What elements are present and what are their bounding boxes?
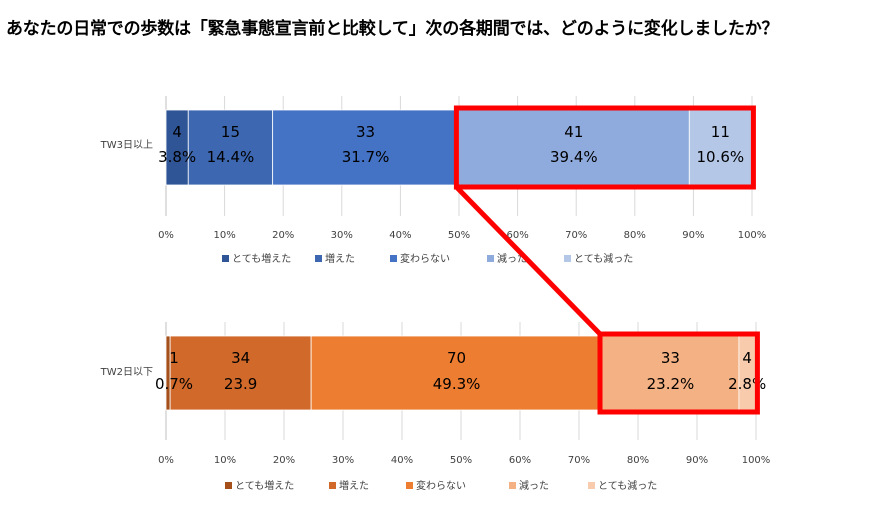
- legend-swatch: [315, 255, 322, 262]
- x-tick-label: 50%: [450, 455, 472, 466]
- data-label-count: 33: [661, 349, 680, 367]
- data-label-percent: 10.6%: [697, 148, 745, 166]
- data-label-percent: 23.9: [224, 375, 257, 393]
- x-tick-label: 50%: [448, 230, 470, 241]
- x-tick-label: 90%: [682, 230, 704, 241]
- data-label-count: 4: [742, 349, 752, 367]
- x-tick-label: 40%: [391, 455, 413, 466]
- legend-swatch: [390, 255, 397, 262]
- bar-segment-1: [165, 335, 171, 411]
- x-tick-label: 30%: [331, 230, 353, 241]
- data-label-count: 4: [172, 123, 182, 141]
- x-tick-label: 20%: [272, 230, 294, 241]
- legend-label: 増えた: [339, 479, 369, 492]
- data-label-percent: 0.7%: [155, 375, 193, 393]
- x-tick-label: 60%: [506, 230, 528, 241]
- legend-swatch: [406, 482, 413, 489]
- chart-title: あなたの日常での歩数は「緊急事態宣言前と比較して」次の各期間では、どのように変化…: [6, 19, 779, 39]
- x-tick-label: 80%: [624, 230, 646, 241]
- legend-swatch: [329, 482, 336, 489]
- x-tick-label: 20%: [273, 455, 295, 466]
- x-tick-label: 10%: [213, 230, 235, 241]
- data-label-count: 70: [447, 349, 466, 367]
- legend-label: 減った: [497, 252, 527, 265]
- bar-segment-3: [310, 335, 603, 411]
- data-label-count: 1: [169, 349, 179, 367]
- data-label-percent: 49.3%: [433, 375, 481, 393]
- x-tick-label: 0%: [158, 455, 174, 466]
- category-label: TW2日以下: [100, 367, 153, 378]
- x-tick-label: 10%: [214, 455, 236, 466]
- data-label-percent: 23.2%: [647, 375, 695, 393]
- data-label-count: 15: [221, 123, 240, 141]
- data-label-count: 11: [711, 123, 730, 141]
- bar-segment-4: [601, 335, 740, 411]
- legend-label: 変わらない: [400, 252, 450, 265]
- x-tick-label: 70%: [568, 455, 590, 466]
- highlight-box: [453, 105, 756, 190]
- x-tick-label: 60%: [509, 455, 531, 466]
- bar-segment-2: [169, 335, 312, 411]
- x-tick-label: 30%: [332, 455, 354, 466]
- x-tick-label: 100%: [738, 230, 767, 241]
- legend-label: とても増えた: [235, 479, 294, 492]
- data-label-percent: 2.8%: [728, 375, 766, 393]
- legend-swatch: [564, 255, 571, 262]
- category-label: TW3日以上: [100, 139, 153, 151]
- highlight-box: [597, 331, 760, 415]
- x-tick-label: 70%: [565, 230, 587, 241]
- x-tick-label: 40%: [389, 230, 411, 241]
- x-tick-label: 100%: [742, 455, 771, 466]
- data-label-count: 41: [564, 123, 583, 141]
- legend-label: とても減った: [574, 252, 633, 265]
- legend-swatch: [487, 255, 494, 262]
- x-tick-label: 0%: [158, 230, 174, 241]
- highlight-connector-left: [454, 185, 602, 336]
- legend-swatch: [588, 482, 595, 489]
- legend-label: とても減った: [598, 479, 657, 492]
- x-tick-label: 80%: [627, 455, 649, 466]
- data-label-percent: 31.7%: [342, 148, 390, 166]
- legend-swatch: [222, 255, 229, 262]
- legend-label: 変わらない: [416, 479, 466, 492]
- data-label-percent: 14.4%: [207, 148, 255, 166]
- legend-label: 減った: [519, 479, 549, 492]
- legend-swatch: [509, 482, 516, 489]
- data-label-percent: 3.8%: [158, 148, 196, 166]
- bar-segment-5: [738, 335, 756, 411]
- x-tick-label: 90%: [686, 455, 708, 466]
- bar-segment-2: [187, 109, 274, 186]
- legend-label: 増えた: [325, 252, 355, 265]
- data-label-count: 33: [356, 123, 375, 141]
- bar-segment-3: [272, 109, 459, 186]
- legend-label: とても増えた: [232, 252, 291, 265]
- data-label-count: 34: [231, 349, 250, 367]
- data-label-percent: 39.4%: [550, 148, 598, 166]
- legend-swatch: [225, 482, 232, 489]
